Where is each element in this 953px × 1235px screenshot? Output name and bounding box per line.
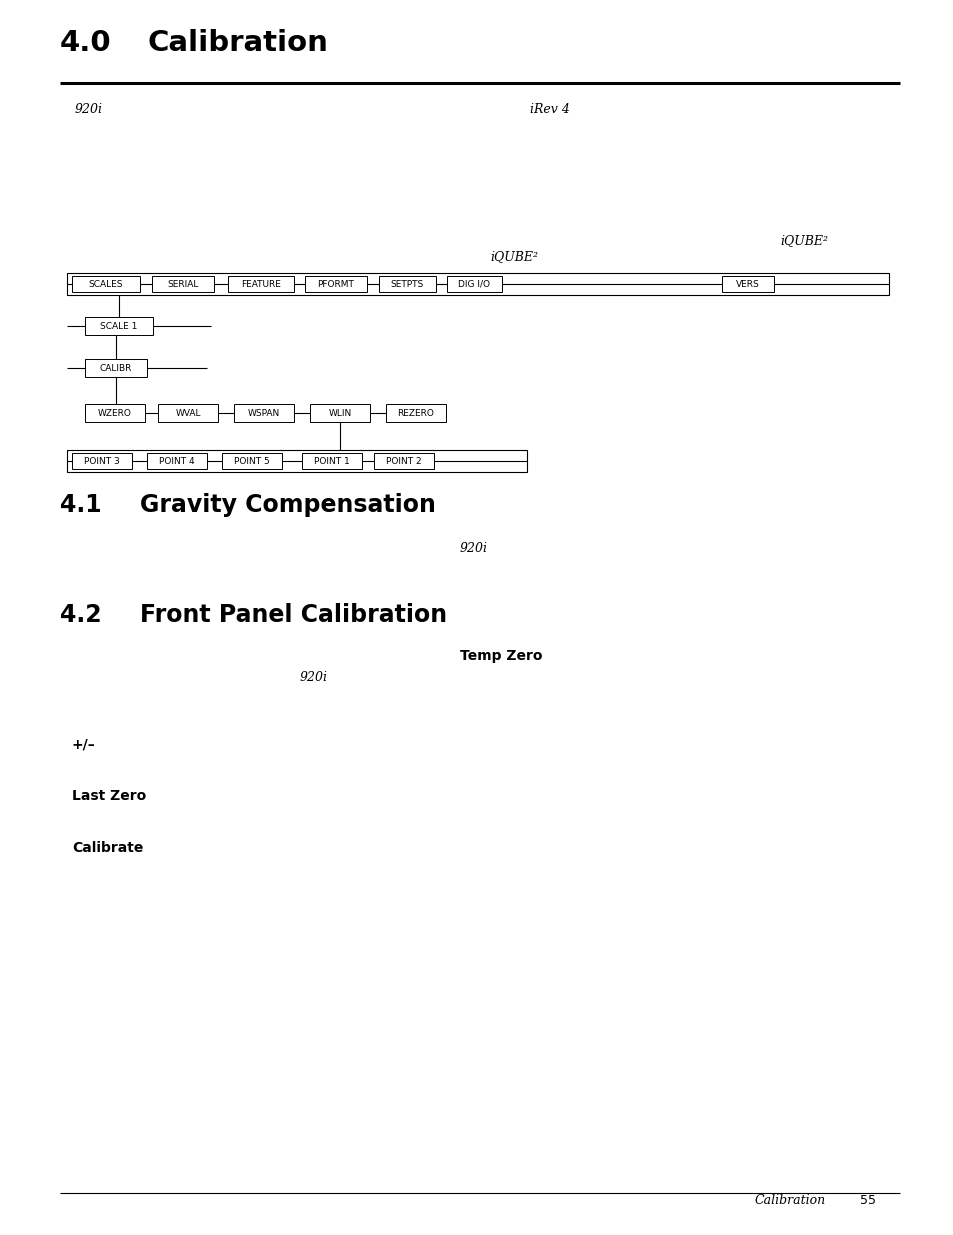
Text: CALIBR: CALIBR — [100, 363, 132, 373]
Bar — [305, 275, 367, 291]
Text: POINT 1: POINT 1 — [314, 457, 350, 466]
Text: 4.1: 4.1 — [60, 493, 102, 517]
Text: WLIN: WLIN — [328, 409, 352, 417]
Bar — [71, 275, 140, 291]
Bar — [721, 275, 773, 291]
Text: REZERO: REZERO — [397, 409, 434, 417]
Bar — [310, 404, 370, 422]
Bar — [378, 275, 436, 291]
Text: Calibrate: Calibrate — [71, 841, 143, 855]
Text: DIG I/O: DIG I/O — [458, 279, 490, 289]
Text: FEATURE: FEATURE — [241, 279, 280, 289]
Text: WVAL: WVAL — [175, 409, 200, 417]
Text: iQUBE²: iQUBE² — [780, 233, 827, 247]
Text: 4.2: 4.2 — [60, 603, 102, 627]
Text: POINT 2: POINT 2 — [386, 457, 421, 466]
Text: SERIAL: SERIAL — [167, 279, 198, 289]
Text: 4.0: 4.0 — [60, 28, 112, 57]
Bar — [222, 453, 282, 469]
Text: SCALE 1: SCALE 1 — [100, 321, 137, 331]
Text: Gravity Compensation: Gravity Compensation — [140, 493, 436, 517]
Text: Temp Zero: Temp Zero — [459, 650, 542, 663]
Bar — [228, 275, 294, 291]
Text: POINT 4: POINT 4 — [159, 457, 194, 466]
Text: POINT 3: POINT 3 — [84, 457, 120, 466]
Text: 920i: 920i — [75, 103, 103, 116]
Text: 920i: 920i — [459, 542, 488, 555]
Text: SCALES: SCALES — [89, 279, 123, 289]
Bar — [374, 453, 434, 469]
Bar — [152, 275, 213, 291]
Text: Calibration: Calibration — [754, 1194, 825, 1207]
Bar — [302, 453, 361, 469]
Text: 55: 55 — [859, 1194, 875, 1207]
Bar — [447, 275, 501, 291]
Text: Calibration: Calibration — [148, 28, 329, 57]
Text: Last Zero: Last Zero — [71, 789, 146, 803]
Bar — [85, 404, 145, 422]
Bar — [85, 359, 147, 377]
Bar — [67, 450, 526, 472]
Text: PFORMT: PFORMT — [317, 279, 355, 289]
Bar — [147, 453, 207, 469]
Text: WSPAN: WSPAN — [248, 409, 280, 417]
Bar — [233, 404, 294, 422]
Bar — [71, 453, 132, 469]
Text: Front Panel Calibration: Front Panel Calibration — [140, 603, 447, 627]
Text: SETPTS: SETPTS — [391, 279, 424, 289]
Text: +/–: +/– — [71, 737, 95, 751]
Text: VERS: VERS — [736, 279, 760, 289]
Bar — [158, 404, 218, 422]
Bar — [386, 404, 446, 422]
Bar — [85, 317, 152, 335]
Text: POINT 5: POINT 5 — [233, 457, 270, 466]
Text: iRev 4: iRev 4 — [530, 103, 569, 116]
Text: WZERO: WZERO — [98, 409, 132, 417]
Text: 920i: 920i — [299, 671, 328, 684]
Text: iQUBE²: iQUBE² — [490, 249, 537, 263]
Bar — [67, 273, 888, 295]
